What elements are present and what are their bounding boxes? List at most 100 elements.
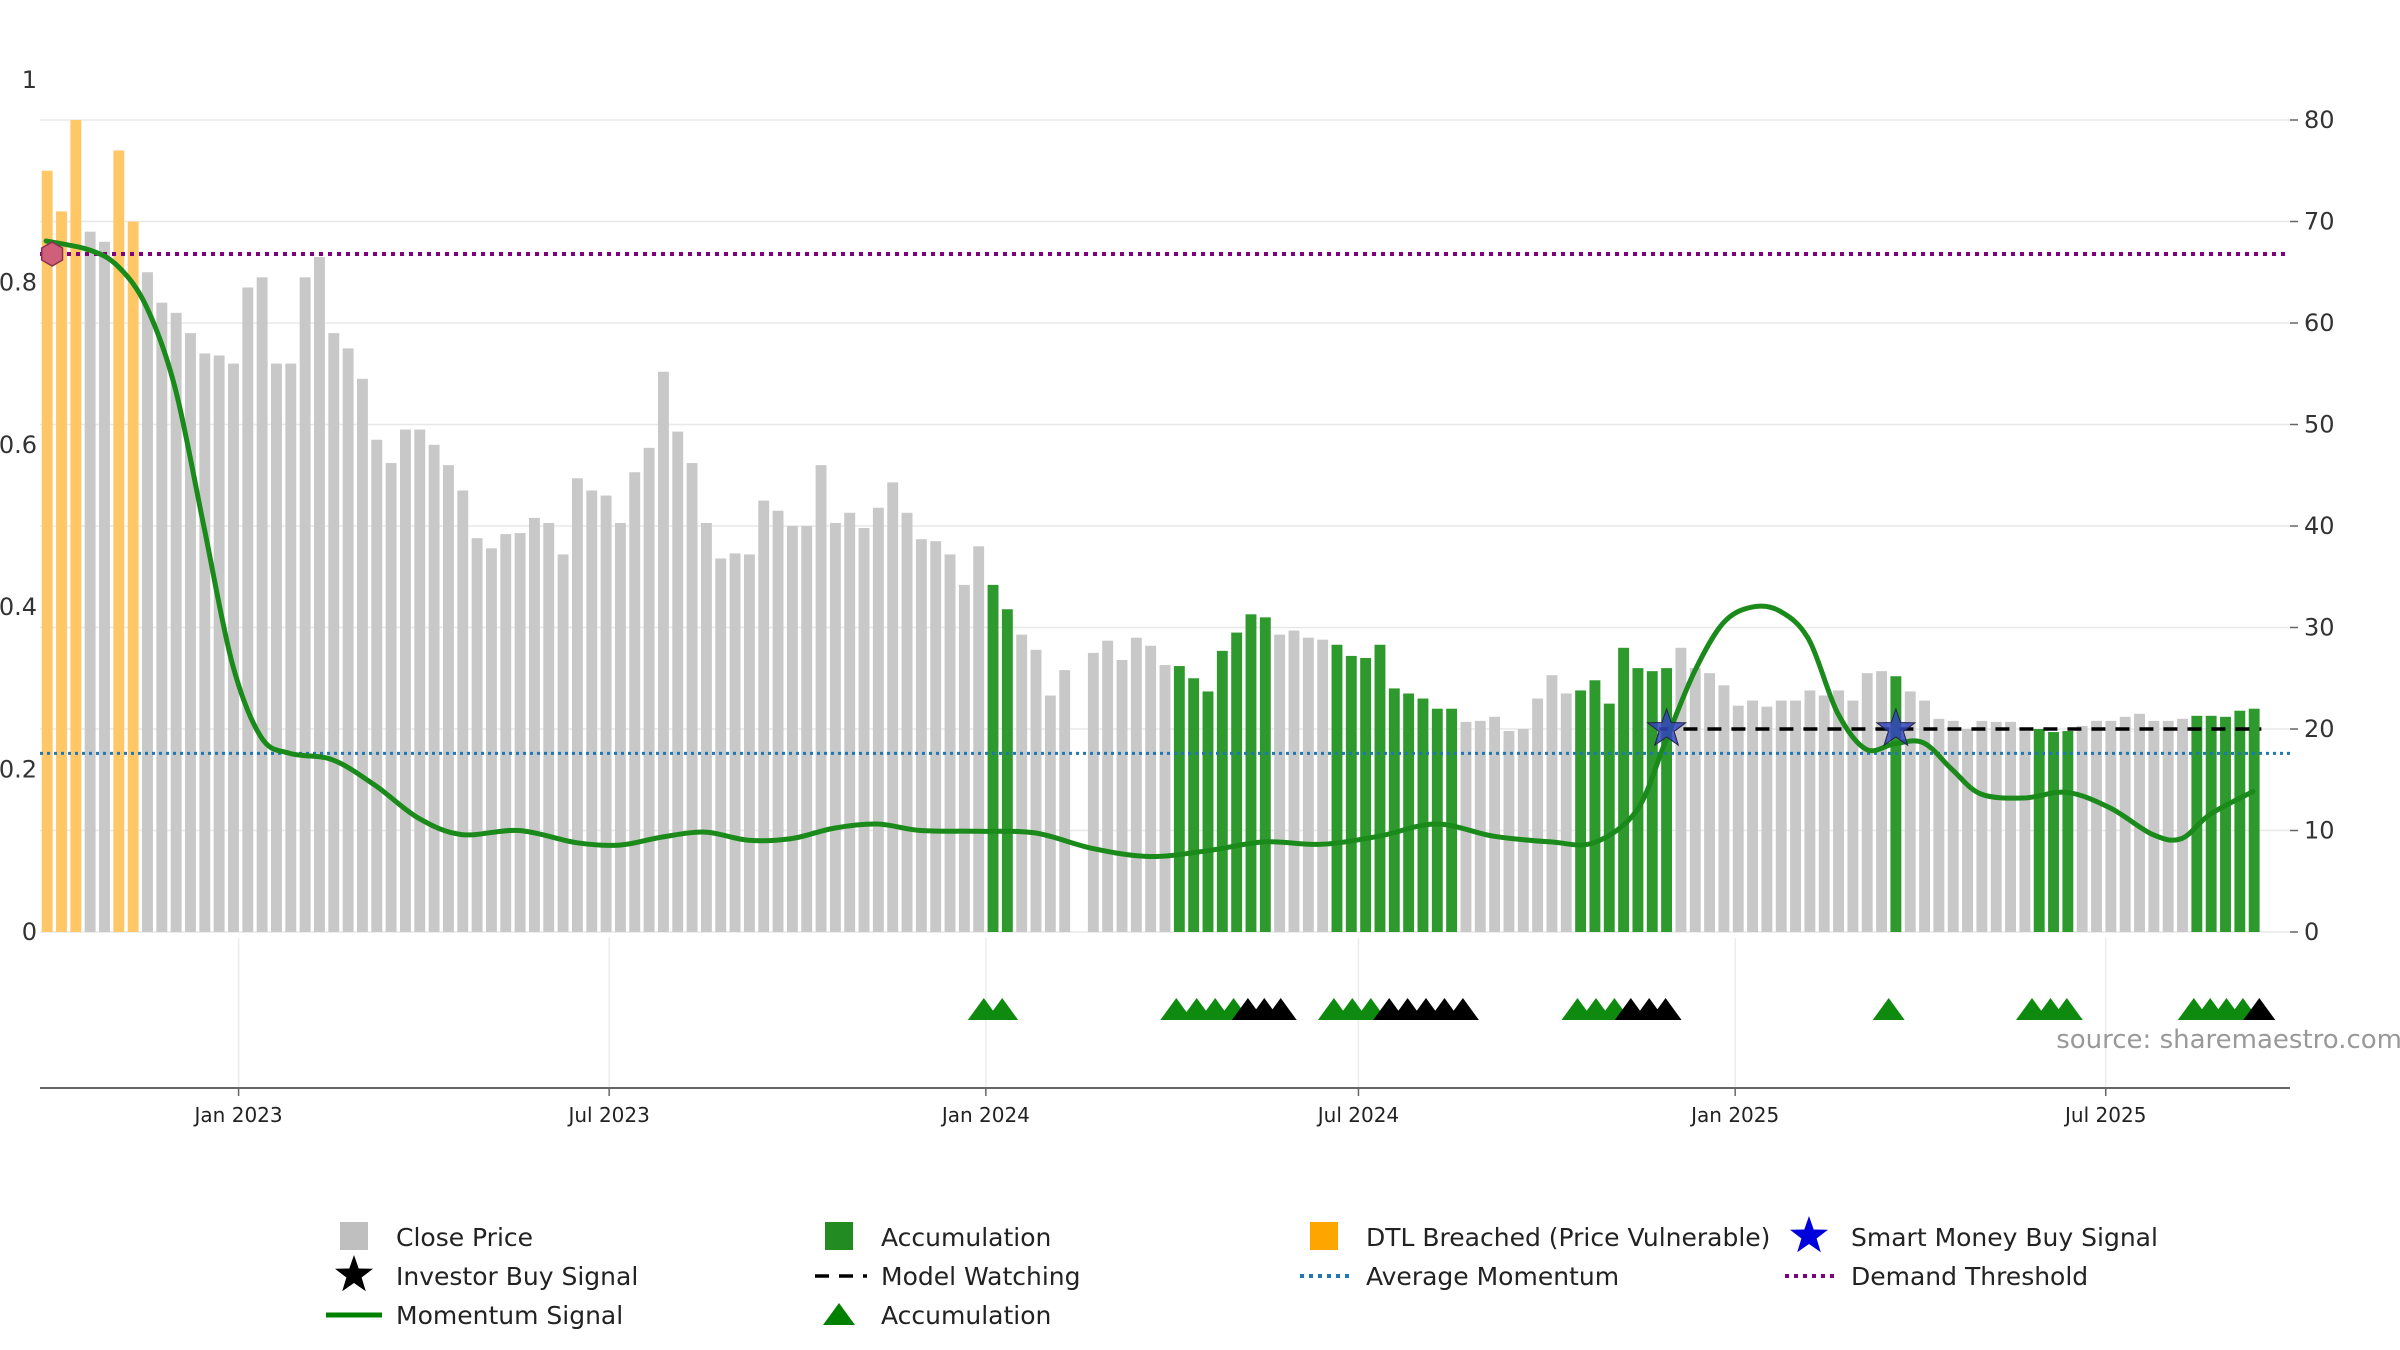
close-price-bar <box>1145 645 1157 932</box>
accumulation-bar <box>1618 647 1630 932</box>
legend-label: Demand Threshold <box>1851 1262 2088 1291</box>
dtl-breached-marker-icon <box>40 241 64 267</box>
accumulation-bar <box>1632 668 1644 932</box>
accumulation-bar <box>1603 703 1615 933</box>
accumulation-bar <box>1345 655 1357 932</box>
close-price-bar <box>1904 691 1916 932</box>
legend-item: DTL Breached (Price Vulnerable) <box>1310 1222 1770 1252</box>
close-price-bar <box>1016 634 1028 932</box>
x-axis-tick: Jul 2024 <box>1316 1103 1399 1127</box>
close-price-bar <box>1317 639 1329 932</box>
legend-item: Demand Threshold <box>1785 1262 2088 1291</box>
close-price-bar <box>357 378 368 932</box>
legend-item: Accumulation <box>825 1222 1051 1252</box>
close-price-bar <box>930 541 942 932</box>
legend-label: DTL Breached (Price Vulnerable) <box>1366 1223 1770 1252</box>
accumulation-bar <box>1431 708 1443 932</box>
x-axis-tick: Jan 2024 <box>940 1103 1030 1127</box>
close-price-bar <box>1804 690 1816 932</box>
close-price-bar <box>271 363 282 933</box>
accumulation-bar <box>1589 680 1601 932</box>
accumulation-bar <box>1259 617 1271 932</box>
close-price-bar <box>786 526 798 932</box>
dtl-breached-bar <box>127 221 139 932</box>
close-price-bar <box>844 512 856 932</box>
x-axis-tick: Jul 2023 <box>566 1103 649 1127</box>
accumulation-bar <box>1245 614 1257 932</box>
accumulation-bar <box>1446 708 1458 932</box>
close-price-bar <box>758 500 770 933</box>
close-price-bar <box>1704 673 1716 932</box>
legend-label: Average Momentum <box>1366 1262 1619 1291</box>
close-price-bar <box>1532 698 1544 932</box>
close-price-bar <box>1044 695 1056 932</box>
close-price-bar <box>614 522 626 932</box>
dtl-breached-bar <box>70 120 82 932</box>
accumulation-bar <box>1202 691 1214 932</box>
accumulation-bar <box>1890 676 1902 932</box>
right-axis-tick: 20 <box>2304 715 2335 743</box>
close-price-bar <box>973 546 985 932</box>
right-axis-tick: 60 <box>2304 309 2335 337</box>
close-price-bar <box>2162 720 2174 932</box>
close-price-bar <box>2148 720 2160 932</box>
accumulation-bar <box>2220 716 2231 932</box>
close-price-bar <box>1761 706 1773 932</box>
legend-item: Momentum Signal <box>326 1301 623 1330</box>
close-price-bar <box>1933 718 1945 932</box>
dtl-breached-bar <box>113 150 125 932</box>
x-axis-tick: Jan 2023 <box>193 1103 283 1127</box>
close-price-bar <box>1517 729 1529 932</box>
close-price-bar <box>1474 720 1486 932</box>
accumulation-bar <box>1417 698 1429 932</box>
accumulation-bar <box>1001 609 1013 932</box>
accumulation-bar <box>1388 688 1400 932</box>
close-price-bar <box>442 465 454 932</box>
close-price-bar <box>2091 720 2102 932</box>
close-price-bar <box>1274 634 1286 932</box>
close-price-bar <box>1087 652 1099 933</box>
legend-item: Accumulation <box>823 1301 1051 1330</box>
accumulation-bar <box>2234 710 2246 932</box>
close-price-bar <box>1976 720 1988 932</box>
smart-money-buy-signal-icon <box>1646 707 1688 747</box>
close-price-bar <box>1030 649 1042 932</box>
close-price-bar <box>1102 640 1114 932</box>
close-price-bar <box>1302 637 1314 932</box>
right-axis-tick: 0 <box>2304 918 2319 946</box>
close-price-bar <box>314 257 325 932</box>
accumulation-bar <box>2048 732 2059 932</box>
close-price-bar <box>586 490 598 932</box>
accumulation-triangle-icon <box>1160 998 1193 1020</box>
accumulation-triangle-icon <box>2050 998 2083 1020</box>
accumulation-bar <box>1403 693 1415 932</box>
close-price-bar <box>829 522 841 932</box>
close-price-bar <box>1990 721 2002 932</box>
legend-label: Momentum Signal <box>396 1301 623 1330</box>
close-price-bar <box>2076 725 2088 932</box>
close-price-bar <box>858 528 870 932</box>
close-price-bar <box>1947 720 1959 932</box>
left-axis-tick: 0 <box>22 918 37 946</box>
left-axis-tick: 0.6 <box>0 431 37 459</box>
investor-signal-triangle-icon <box>1446 998 1479 1020</box>
close-price-bar <box>1833 690 1845 932</box>
smart-money-buy-signal-icon <box>1875 707 1917 747</box>
close-price-bar <box>457 490 469 932</box>
accumulation-bar <box>2062 731 2074 932</box>
close-price-bar <box>1861 673 1873 932</box>
close-price-bar <box>1876 671 1887 932</box>
right-axis-tick: 50 <box>2304 411 2335 439</box>
legend-label: Investor Buy Signal <box>396 1262 638 1291</box>
close-price-bar <box>600 495 612 932</box>
legend-label: Model Watching <box>881 1262 1081 1291</box>
left-axis-tick: 0.4 <box>0 593 37 621</box>
close-price-bar <box>872 507 884 932</box>
close-price-bar <box>1546 675 1558 932</box>
close-price-bar <box>1560 693 1572 932</box>
investor-signal-triangle-icon <box>1649 998 1682 1020</box>
close-price-bar <box>2019 731 2031 932</box>
right-axis-tick: 30 <box>2304 614 2335 642</box>
close-price-bar <box>185 333 196 932</box>
